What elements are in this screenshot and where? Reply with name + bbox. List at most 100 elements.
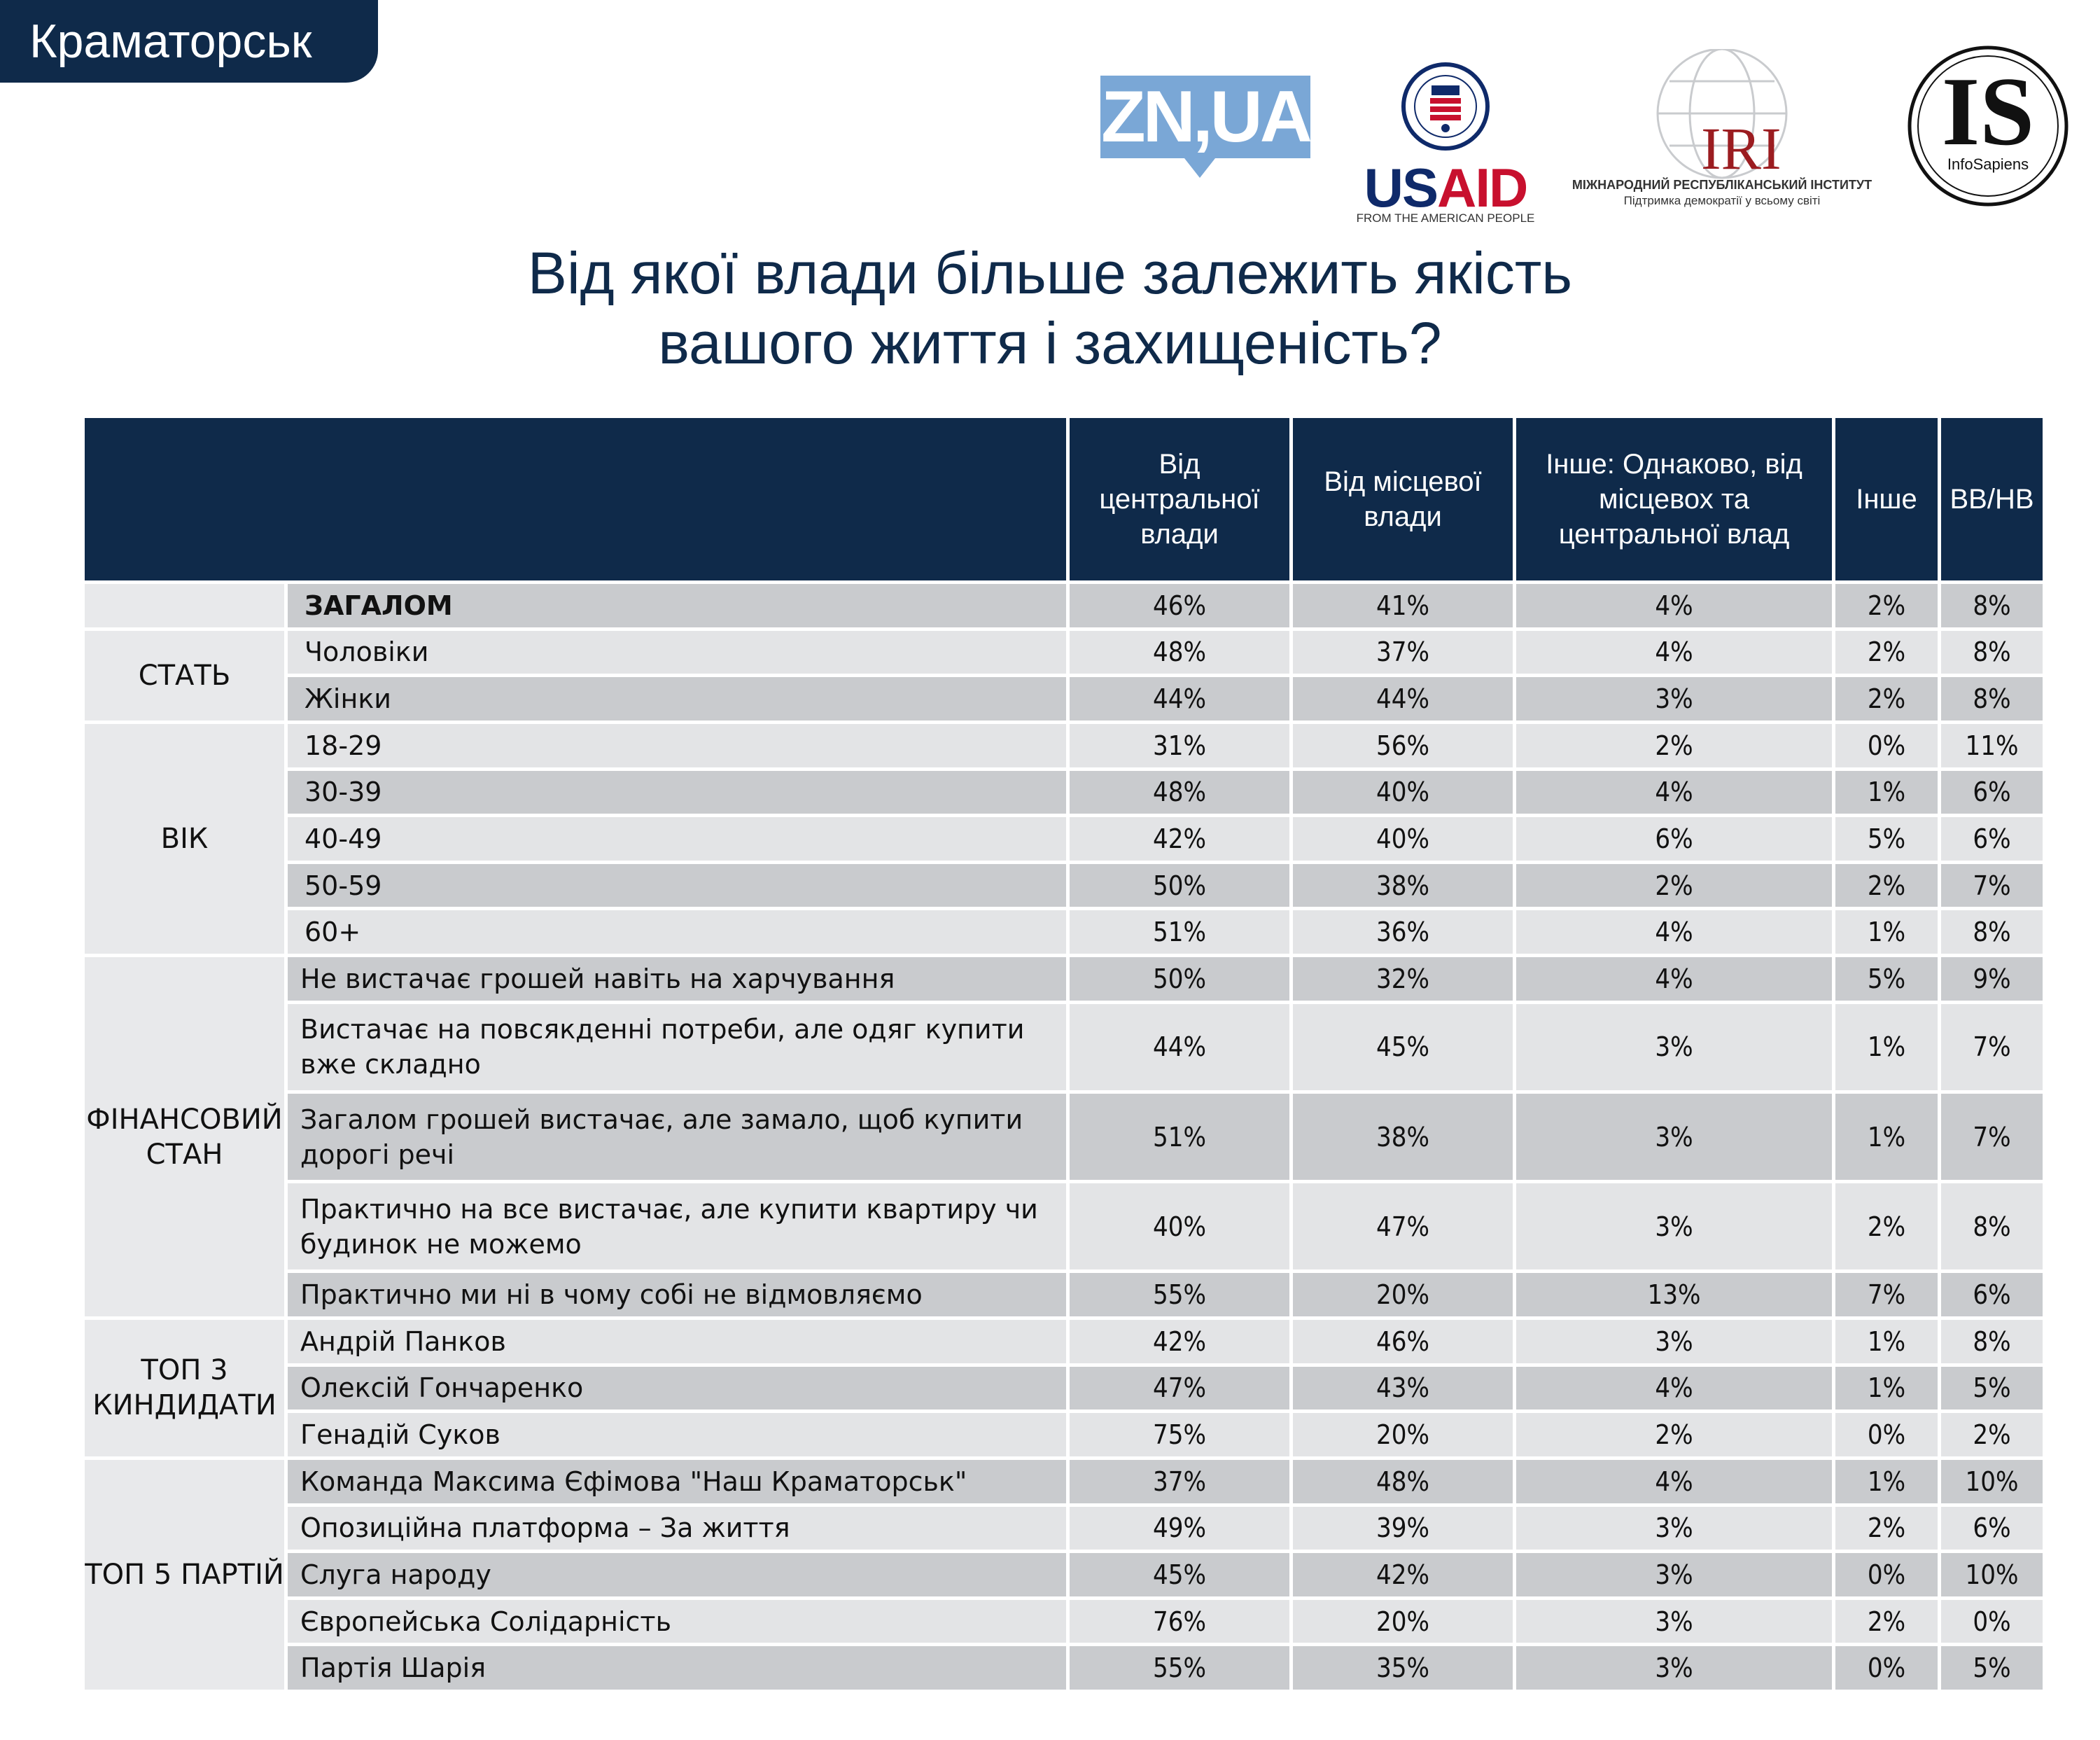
- value-cell: 1%: [1835, 1003, 1938, 1090]
- value-cell: 45%: [1070, 1553, 1289, 1596]
- value-cell: 5%: [1835, 957, 1938, 1001]
- value-cell: 3%: [1516, 1003, 1832, 1090]
- iri-tagline: Підтримка демократії у всьому світі: [1623, 194, 1821, 207]
- value-cell: 7%: [1941, 863, 2043, 907]
- row-label: Чоловіки: [288, 630, 1066, 674]
- infosapiens-ring-icon: [1907, 46, 2068, 207]
- value-cell: 2%: [1835, 1599, 1938, 1643]
- value-cell: 3%: [1516, 1646, 1832, 1690]
- value-cell: 20%: [1293, 1599, 1513, 1643]
- row-label: Загалом грошей вистачає, але замало, щоб…: [288, 1093, 1066, 1181]
- row-label: 30-39: [288, 770, 1066, 814]
- value-cell: 0%: [1835, 1413, 1938, 1456]
- value-cell: 46%: [1293, 1320, 1513, 1363]
- value-cell: 55%: [1070, 1273, 1289, 1316]
- value-cell: 5%: [1941, 1366, 2043, 1410]
- row-label: Жінки: [288, 677, 1066, 721]
- value-cell: 20%: [1293, 1273, 1513, 1316]
- table-body: ЗАГАЛОМ 46% 41% 4% 2% 8% СТАТЬ Чоловіки 48% 37% 4%…: [85, 584, 2043, 1690]
- header-blank-cell: [85, 418, 1066, 580]
- value-cell: 36%: [1293, 910, 1513, 954]
- value-cell: 51%: [1070, 1093, 1289, 1181]
- value-cell: 48%: [1070, 630, 1289, 674]
- value-cell: 3%: [1516, 1320, 1832, 1363]
- value-cell: 49%: [1070, 1506, 1289, 1550]
- row-group-label: ВІК: [85, 723, 284, 954]
- value-cell: 20%: [1293, 1413, 1513, 1456]
- value-cell: 6%: [1516, 817, 1832, 861]
- survey-results-table: Від центральної влади Від місцевої влади…: [81, 415, 2046, 1693]
- row-group-label: СТАТЬ: [85, 630, 284, 721]
- row-label: Генадій Суков: [288, 1413, 1066, 1456]
- row-label: Олексій Гончаренко: [288, 1366, 1066, 1410]
- value-cell: 44%: [1070, 1003, 1289, 1090]
- value-cell: 3%: [1516, 1553, 1832, 1596]
- row-group-label: ТОП 5 ПАРТІЙ: [85, 1459, 284, 1690]
- row-label: Слуга народу: [288, 1553, 1066, 1596]
- value-cell: 8%: [1941, 677, 2043, 721]
- value-cell: 9%: [1941, 957, 2043, 1001]
- city-tab: Краматорськ: [0, 0, 378, 83]
- logos-bar: ZN,UA USAID FROM THE AMERICAN PEOPLE IRI…: [0, 42, 2100, 225]
- value-cell: 6%: [1941, 817, 2043, 861]
- value-cell: 48%: [1293, 1459, 1513, 1503]
- value-cell: 8%: [1941, 630, 2043, 674]
- value-cell: 32%: [1293, 957, 1513, 1001]
- table-row: Олексій Гончаренко 47% 43% 4% 1% 5%: [85, 1366, 2043, 1410]
- value-cell: 4%: [1516, 630, 1832, 674]
- value-cell: 47%: [1070, 1366, 1289, 1410]
- table-row: Слуга народу 45% 42% 3% 0% 10%: [85, 1553, 2043, 1596]
- row-label: Команда Максима Єфімова "Наш Краматорськ…: [288, 1459, 1066, 1503]
- table-row: 50-59 50% 38% 2% 2% 7%: [85, 863, 2043, 907]
- row-group-label: ФІНАНСОВИЙ СТАН: [85, 957, 284, 1316]
- value-cell: 2%: [1835, 863, 1938, 907]
- row-label: Практично на все вистачає, але купити кв…: [288, 1183, 1066, 1270]
- usaid-seal-icon: [1401, 62, 1490, 151]
- iri-logo: IRI МІЖНАРОДНИЙ РЕСПУБЛІКАНСЬКИЙ ІНСТИТУ…: [1564, 48, 1879, 210]
- row-label: Не вистачає грошей навіть на харчування: [288, 957, 1066, 1001]
- value-cell: 39%: [1293, 1506, 1513, 1550]
- table-row: ВІК 18-29 31% 56% 2% 0% 11%: [85, 723, 2043, 954]
- row-label: Партія Шарія: [288, 1646, 1066, 1690]
- value-cell: 40%: [1070, 1183, 1289, 1270]
- value-cell: 2%: [1516, 863, 1832, 907]
- table-row: Партія Шарія 55% 35% 3% 0% 5%: [85, 1646, 2043, 1690]
- row-label: 60+: [288, 910, 1066, 954]
- value-cell: 44%: [1070, 677, 1289, 721]
- table-row: Практично на все вистачає, але купити кв…: [85, 1183, 2043, 1270]
- usaid-logo: USAID FROM THE AMERICAN PEOPLE: [1351, 56, 1540, 245]
- table-row: 30-39 48% 40% 4% 1% 6%: [85, 770, 2043, 814]
- value-cell: 2%: [1835, 630, 1938, 674]
- value-cell: 0%: [1835, 1646, 1938, 1690]
- iri-name-line: МІЖНАРОДНИЙ РЕСПУБЛІКАНСЬКИЙ ІНСТИТУТ: [1572, 178, 1872, 192]
- value-cell: 1%: [1835, 1459, 1938, 1503]
- iri-wordmark: IRI: [1701, 115, 1782, 182]
- row-label: 50-59: [288, 863, 1066, 907]
- value-cell: 1%: [1835, 1320, 1938, 1363]
- column-header: Інше: Однаково, від місцевох та централь…: [1516, 418, 1832, 580]
- value-cell: 42%: [1070, 1320, 1289, 1363]
- row-group-label: ТОП 3 КИНДИДАТИ: [85, 1320, 284, 1456]
- table-row: ФІНАНСОВИЙ СТАН Не вистачає грошей навіть…: [85, 957, 2043, 1316]
- column-header: Інше: [1835, 418, 1938, 580]
- table-row: Вистачає на повсякденні потреби, але одя…: [85, 1003, 2043, 1090]
- table-row: Загалом грошей вистачає, але замало, щоб…: [85, 1093, 2043, 1181]
- value-cell: 0%: [1941, 1599, 2043, 1643]
- value-cell: 6%: [1941, 1273, 2043, 1316]
- value-cell: 2%: [1835, 677, 1938, 721]
- column-header: Від центральної влади: [1070, 418, 1289, 580]
- row-label: Практично ми ні в чому собі не відмовляє…: [288, 1273, 1066, 1316]
- table-row: Практично ми ні в чому собі не відмовляє…: [85, 1273, 2043, 1316]
- infosapiens-mark: IS: [1941, 57, 2035, 166]
- value-cell: 4%: [1516, 957, 1832, 1001]
- row-label: Андрій Панков: [288, 1320, 1066, 1363]
- value-cell: 7%: [1941, 1003, 2043, 1090]
- table-row: 40-49 42% 40% 6% 5% 6%: [85, 817, 2043, 861]
- table-row: СТАТЬ Чоловіки 48% 37% 4% 2% 8%: [85, 630, 2043, 721]
- value-cell: 1%: [1835, 910, 1938, 954]
- value-cell: 50%: [1070, 957, 1289, 1001]
- value-cell: 56%: [1293, 723, 1513, 767]
- value-cell: 1%: [1835, 1366, 1938, 1410]
- value-cell: 35%: [1293, 1646, 1513, 1690]
- value-cell: 46%: [1070, 584, 1289, 627]
